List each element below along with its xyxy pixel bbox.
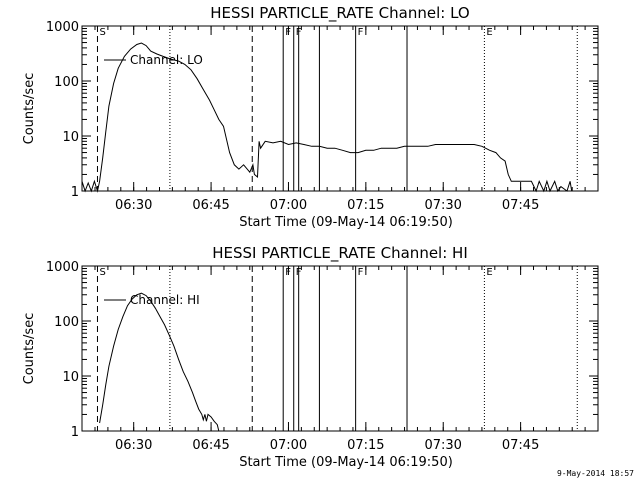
marker-label: S bbox=[99, 267, 105, 278]
x-tick-label: 07:15 bbox=[347, 198, 384, 213]
x-axis-label: Start Time (09-May-14 06:19:50) bbox=[239, 215, 453, 230]
x-axis-label: Start Time (09-May-14 06:19:50) bbox=[239, 455, 453, 470]
plot-frame bbox=[81, 265, 599, 432]
x-tick-label: 07:15 bbox=[347, 438, 384, 453]
timestamp-label: 9-May-2014 18:57 bbox=[556, 469, 634, 478]
x-tick-label: 06:30 bbox=[115, 438, 152, 453]
marker-label: F bbox=[358, 27, 364, 38]
x-tick-label: 07:45 bbox=[502, 438, 539, 453]
chart-title: HESSI PARTICLE_RATE Channel: LO bbox=[210, 4, 469, 23]
marker-label: E bbox=[486, 267, 492, 278]
y-tick-label: 1 bbox=[71, 185, 79, 200]
marker-label: F bbox=[358, 267, 364, 278]
series-line bbox=[99, 292, 220, 432]
plot-frame bbox=[81, 25, 599, 192]
legend-label: Channel: HI bbox=[130, 293, 200, 307]
x-tick-label: 07:00 bbox=[270, 438, 307, 453]
x-tick-label: 07:00 bbox=[270, 198, 307, 213]
marker-label: E bbox=[486, 27, 492, 38]
y-tick-label: 10 bbox=[62, 130, 79, 145]
x-tick-label: 07:45 bbox=[502, 198, 539, 213]
y-tick-label: 1000 bbox=[46, 260, 79, 275]
x-tick-label: 07:30 bbox=[424, 198, 461, 213]
marker-label: S bbox=[99, 27, 105, 38]
legend-label: Channel: LO bbox=[130, 53, 203, 67]
x-tick-label: 07:30 bbox=[424, 438, 461, 453]
series-line bbox=[81, 42, 573, 193]
y-tick-label: 100 bbox=[54, 315, 79, 330]
panel-1: HESSI PARTICLE_RATE Channel: LO 1 10 100 100… bbox=[22, 4, 599, 230]
y-tick-label: 100 bbox=[54, 75, 79, 90]
x-tick-label: 06:45 bbox=[192, 438, 229, 453]
y-tick-label: 1000 bbox=[46, 20, 79, 35]
y-tick-label: 10 bbox=[62, 370, 79, 385]
x-tick-label: 06:45 bbox=[192, 198, 229, 213]
y-tick-label: 1 bbox=[71, 425, 79, 440]
y-axis-label: Counts/sec bbox=[22, 313, 37, 385]
marker-label: F bbox=[285, 267, 291, 278]
x-tick-label: 06:30 bbox=[115, 198, 152, 213]
y-axis-label: Counts/sec bbox=[22, 73, 37, 145]
chart-title: HESSI PARTICLE_RATE Channel: HI bbox=[212, 244, 468, 263]
marker-label: F bbox=[285, 27, 291, 38]
panel-2: HESSI PARTICLE_RATE Channel: HI 1 10 100 100… bbox=[22, 244, 599, 470]
